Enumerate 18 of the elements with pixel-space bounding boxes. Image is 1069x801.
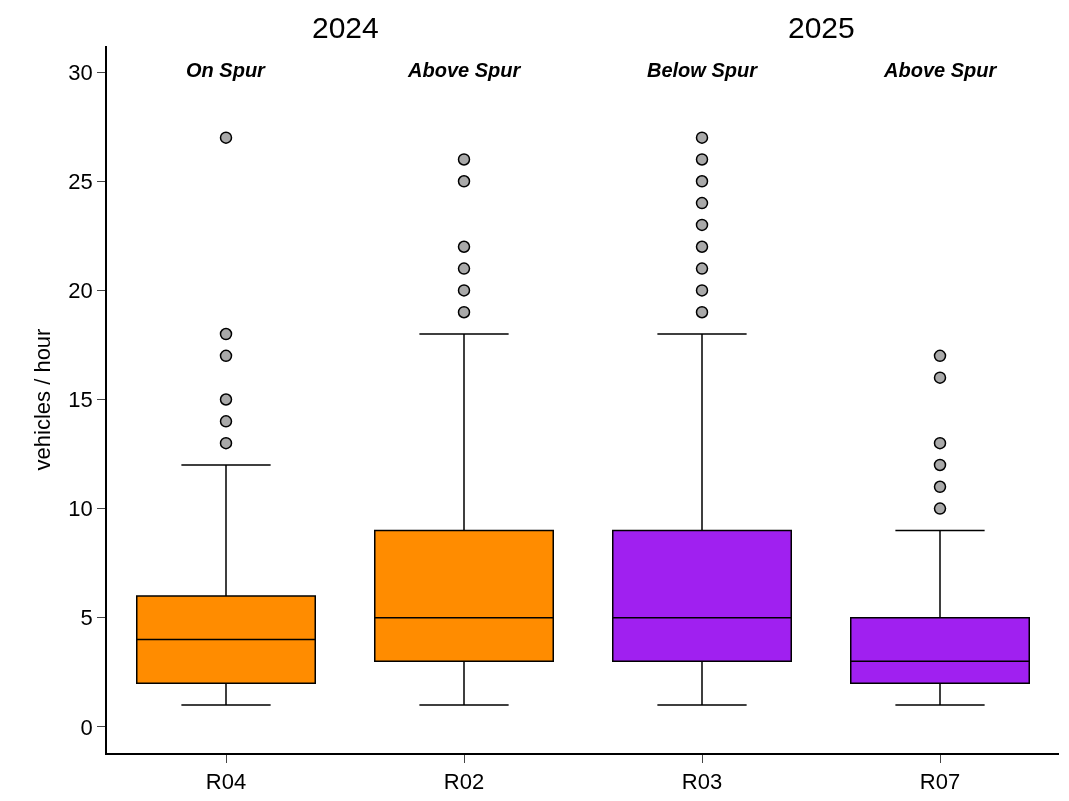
x-tick-label: R03 (681, 769, 723, 795)
annotation: Above Spur (407, 59, 522, 81)
annotation: On Spur (186, 59, 267, 81)
x-tick-label: R04 (205, 769, 247, 795)
y-tick-label: 15 (68, 387, 93, 413)
text: 2024 (312, 11, 379, 44)
annotation: Above Spur (883, 59, 998, 81)
y-tick-label: 20 (68, 278, 93, 304)
y-tick-label: 5 (80, 605, 93, 631)
x-tick-label: R02 (443, 769, 485, 795)
annotation: Below Spur (647, 59, 759, 81)
x-tick-label: R07 (919, 769, 961, 795)
y-axis-title: vehicles / hour (29, 328, 55, 471)
y-tick-label: 0 (80, 714, 93, 740)
y-tick-label: 30 (68, 59, 93, 85)
y-tick-label: 25 (68, 168, 93, 194)
y-tick-label: 10 (68, 496, 93, 522)
text: 2025 (788, 11, 855, 44)
